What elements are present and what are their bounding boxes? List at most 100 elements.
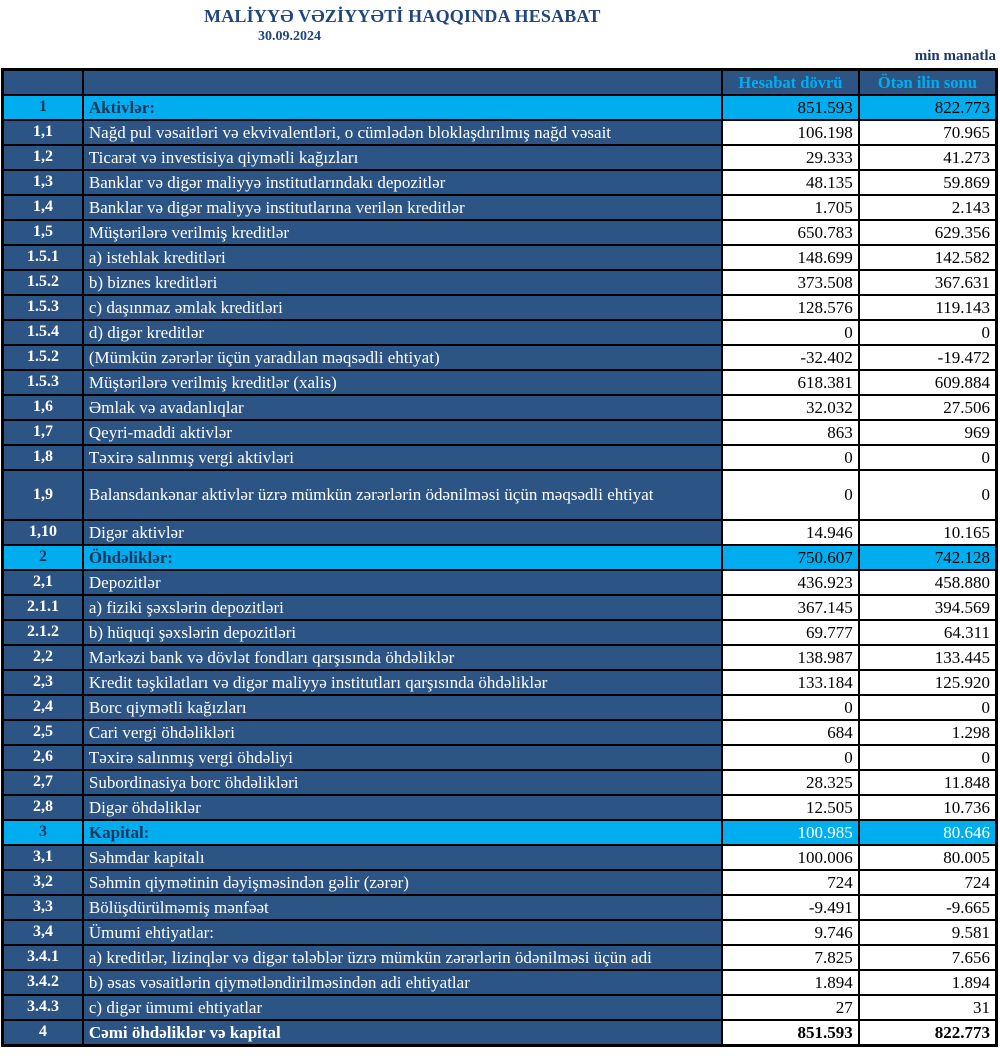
value-reporting-period-cell: 367.145 [721, 594, 860, 621]
row-number-cell: 1,7 [1, 419, 84, 446]
row-label-cell: c) daşınmaz əmlak kreditləri [81, 294, 724, 321]
table-row: 4 Cəmi öhdəliklər və kapital 851.593 822.77… [1, 1019, 998, 1047]
row-label-cell: b) hüquqi şəxslərin depozitləri [81, 619, 724, 646]
row-label-cell: Aktivlər: [81, 94, 724, 121]
value-reporting-period-cell: 373.508 [721, 269, 860, 296]
row-number-cell: 1,1 [1, 119, 84, 146]
page-header: MALİYYƏ VƏZİYYƏTİ HAQQINDA HESABAT 30.09… [0, 0, 1000, 68]
row-number-cell: 1,3 [1, 169, 84, 196]
row-label-cell: Ticarət və investisiya qiymətli kağızlar… [81, 144, 724, 171]
table-row: 1.5.3 c) daşınmaz əmlak kreditləri 128.576… [1, 294, 998, 321]
table-row: 1.5.1 a) istehlak kreditləri 148.699 142.58… [1, 244, 998, 271]
table-row: 2,8 Digər öhdəliklər 12.505 10.736 [1, 794, 998, 821]
value-reporting-period-cell: 9.746 [721, 919, 860, 946]
column-header-empty-num [1, 68, 84, 96]
row-label-cell: a) kreditlər, lizinqlər və digər tələblə… [81, 944, 724, 971]
row-label-cell: a) fiziki şəxslərin depozitləri [81, 594, 724, 621]
row-number-cell: 2 [1, 544, 84, 571]
value-reporting-period-cell: 28.325 [721, 769, 860, 796]
row-label-cell: Mərkəzi bank və dövlət fondları qarşısın… [81, 644, 724, 671]
row-label-cell: Müştərilərə verilmiş kreditlər (xalis) [81, 369, 724, 396]
value-reporting-period-cell: 7.825 [721, 944, 860, 971]
row-label-cell: Cari vergi öhdəlikləri [81, 719, 724, 746]
row-number-cell: 1.5.3 [1, 294, 84, 321]
value-reporting-period-cell: 12.505 [721, 794, 860, 821]
row-number-cell: 1,9 [1, 469, 84, 521]
table-row: 1,9 Balansdankənar aktivlər üzrə mümkün z… [1, 469, 998, 521]
value-prev-year-cell: 742.128 [857, 544, 998, 571]
row-label-cell: Nağd pul vəsaitləri və ekvivalentləri, o… [81, 119, 724, 146]
value-reporting-period-cell: 133.184 [721, 669, 860, 696]
row-number-cell: 1,10 [1, 519, 84, 546]
value-reporting-period-cell: 138.987 [721, 644, 860, 671]
row-label-cell: Balansdankənar aktivlər üzrə mümkün zərə… [81, 469, 724, 521]
value-reporting-period-cell: 100.006 [721, 844, 860, 871]
row-number-cell: 2,4 [1, 694, 84, 721]
value-reporting-period-cell: 106.198 [721, 119, 860, 146]
value-prev-year-cell: 64.311 [857, 619, 998, 646]
report-title: MALİYYƏ VƏZİYYƏTİ HAQQINDA HESABAT [204, 6, 601, 26]
value-prev-year-cell: 11.848 [857, 769, 998, 796]
value-prev-year-cell: 80.005 [857, 844, 998, 871]
table-row: 1.5.2 (Mümkün zərərlər üçün yaradılan məq… [1, 344, 998, 371]
row-number-cell: 3,3 [1, 894, 84, 921]
value-prev-year-cell: 10.736 [857, 794, 998, 821]
table-row: 1.5.4 d) digər kreditlər 0 0 [1, 319, 998, 346]
value-prev-year-cell: 27.506 [857, 394, 998, 421]
table-row: 1.5.2 b) biznes kreditləri 373.508 367.631 [1, 269, 998, 296]
value-prev-year-cell: 125.920 [857, 669, 998, 696]
value-prev-year-cell: 0 [857, 744, 998, 771]
table-row: 2,3 Kredit təşkilatları və digər maliyyə … [1, 669, 998, 696]
row-label-cell: a) istehlak kreditləri [81, 244, 724, 271]
value-prev-year-cell: 394.569 [857, 594, 998, 621]
row-label-cell: Borc qiymətli kağızları [81, 694, 724, 721]
row-label-cell: Kapital: [81, 819, 724, 846]
table-body: Hesabat dövrü Ötən ilin sonu 1 Aktivlər: 8… [1, 68, 998, 1047]
row-number-cell: 3,2 [1, 869, 84, 896]
table-row: 3,3 Bölüşdürülməmiş mənfəət -9.491 -9.665 [1, 894, 998, 921]
table-row: 3.4.2 b) əsas vəsaitlərin qiymətləndirilm… [1, 969, 998, 996]
row-number-cell: 1,8 [1, 444, 84, 471]
value-prev-year-cell: 41.273 [857, 144, 998, 171]
row-number-cell: 3,4 [1, 919, 84, 946]
table-row: 1,3 Banklar və digər maliyyə institutları… [1, 169, 998, 196]
value-prev-year-cell: 629.356 [857, 219, 998, 246]
row-label-cell: Bölüşdürülməmiş mənfəət [81, 894, 724, 921]
row-number-cell: 1.5.2 [1, 269, 84, 296]
table-row: 1,8 Təxirə salınmış vergi aktivləri 0 0 [1, 444, 998, 471]
value-prev-year-cell: 458.880 [857, 569, 998, 596]
row-number-cell: 2,1 [1, 569, 84, 596]
table-row: 3,2 Səhmin qiymətinin dəyişməsindən gəlir… [1, 869, 998, 896]
row-label-cell: b) əsas vəsaitlərin qiymətləndirilməsind… [81, 969, 724, 996]
row-label-cell: d) digər kreditlər [81, 319, 724, 346]
row-number-cell: 3.4.3 [1, 994, 84, 1021]
row-number-cell: 2,7 [1, 769, 84, 796]
value-prev-year-cell: -9.665 [857, 894, 998, 921]
table-row: 1 Aktivlər: 851.593 822.773 [1, 94, 998, 121]
value-prev-year-cell: 822.773 [857, 1019, 998, 1047]
value-prev-year-cell: 0 [857, 319, 998, 346]
table-row: 1,10 Digər aktivlər 14.946 10.165 [1, 519, 998, 546]
value-reporting-period-cell: 1.705 [721, 194, 860, 221]
value-prev-year-cell: 31 [857, 994, 998, 1021]
value-reporting-period-cell: 0 [721, 469, 860, 521]
row-label-cell: Cəmi öhdəliklər və kapital [81, 1019, 724, 1047]
row-label-cell: Subordinasiya borc öhdəlikləri [81, 769, 724, 796]
table-row: 2.1.1 a) fiziki şəxslərin depozitləri 367.… [1, 594, 998, 621]
table-row: 2,2 Mərkəzi bank və dövlət fondları qarşı… [1, 644, 998, 671]
row-number-cell: 3.4.1 [1, 944, 84, 971]
value-prev-year-cell: 9.581 [857, 919, 998, 946]
value-reporting-period-cell: 684 [721, 719, 860, 746]
value-prev-year-cell: 10.165 [857, 519, 998, 546]
row-label-cell: Əmlak və avadanlıqlar [81, 394, 724, 421]
row-number-cell: 2,8 [1, 794, 84, 821]
row-number-cell: 2,3 [1, 669, 84, 696]
row-label-cell: Kredit təşkilatları və digər maliyyə ins… [81, 669, 724, 696]
row-number-cell: 1,6 [1, 394, 84, 421]
table-row: 2,5 Cari vergi öhdəlikləri 684 1.298 [1, 719, 998, 746]
row-label-cell: Səhmin qiymətinin dəyişməsindən gəlir (z… [81, 869, 724, 896]
value-prev-year-cell: 7.656 [857, 944, 998, 971]
table-row: 2,4 Borc qiymətli kağızları 0 0 [1, 694, 998, 721]
table-row: 2,1 Depozitlər 436.923 458.880 [1, 569, 998, 596]
table-row: 1,2 Ticarət və investisiya qiymətli kağız… [1, 144, 998, 171]
